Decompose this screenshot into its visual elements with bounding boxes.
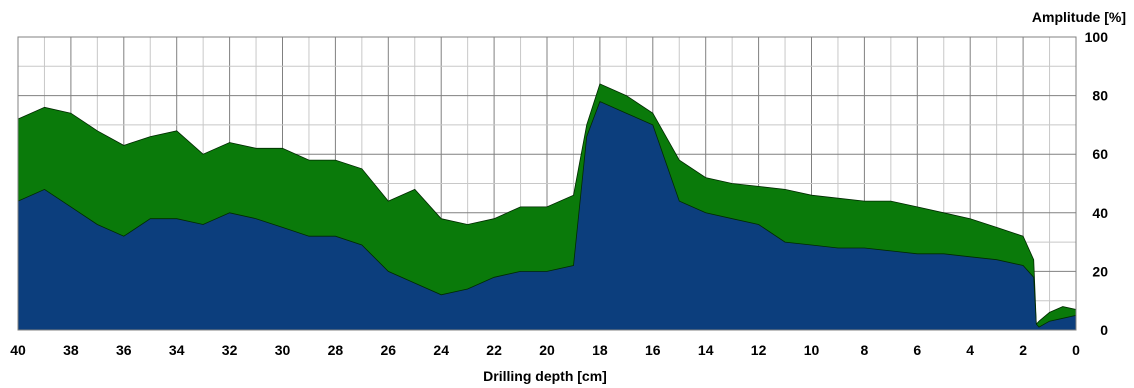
x-tick-label: 20 bbox=[539, 342, 555, 358]
y-tick-label: 20 bbox=[1092, 263, 1108, 279]
x-tick-label: 4 bbox=[966, 342, 974, 358]
x-tick-label: 16 bbox=[645, 342, 661, 358]
y-tick-labels: 0 20 40 60 80 100 bbox=[1085, 29, 1109, 338]
x-tick-label: 38 bbox=[63, 342, 79, 358]
y-tick-label: 0 bbox=[1100, 322, 1108, 338]
y-tick-label: 60 bbox=[1092, 146, 1108, 162]
x-tick-label: 24 bbox=[433, 342, 449, 358]
series-area-2 bbox=[17, 100, 1077, 331]
x-tick-label: 26 bbox=[381, 342, 397, 358]
x-axis-label: Drilling depth [cm] bbox=[483, 368, 607, 384]
x-tick-label: 22 bbox=[486, 342, 502, 358]
x-tick-label: 8 bbox=[861, 342, 869, 358]
x-tick-label: 40 bbox=[10, 342, 26, 358]
x-tick-label: 28 bbox=[328, 342, 344, 358]
y-tick-label: 100 bbox=[1085, 29, 1109, 45]
x-tick-label: 10 bbox=[804, 342, 820, 358]
plot-frame bbox=[17, 36, 1077, 331]
x-tick-label: 14 bbox=[698, 342, 714, 358]
x-tick-label: 30 bbox=[275, 342, 291, 358]
x-tick-label: 18 bbox=[592, 342, 608, 358]
x-tick-label: 12 bbox=[751, 342, 767, 358]
x-tick-label: 0 bbox=[1072, 342, 1080, 358]
y-tick-label: 40 bbox=[1092, 205, 1108, 221]
area-series bbox=[17, 83, 1077, 331]
y-tick-label: 80 bbox=[1092, 88, 1108, 104]
x-tick-label: 2 bbox=[1019, 342, 1027, 358]
y-axis-label: Amplitude [%] bbox=[1032, 9, 1126, 25]
x-tick-label: 6 bbox=[913, 342, 921, 358]
x-tick-label: 36 bbox=[116, 342, 132, 358]
x-tick-label: 32 bbox=[222, 342, 238, 358]
x-tick-labels: 40 38 36 34 32 30 28 26 24 22 20 18 16 14 12 10 8 6 4 2 0 bbox=[10, 342, 1080, 358]
x-tick-label: 34 bbox=[169, 342, 185, 358]
